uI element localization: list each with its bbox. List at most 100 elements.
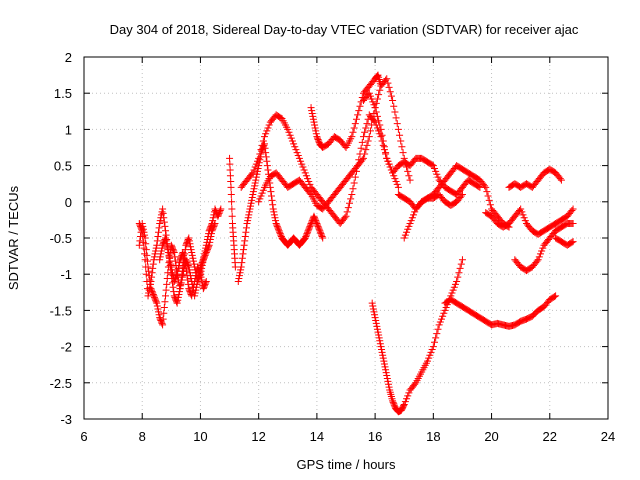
data-point [274, 225, 282, 233]
data-point [190, 280, 198, 288]
data-point [312, 217, 320, 225]
data-point [209, 214, 217, 222]
data-point [406, 220, 414, 228]
data-point [313, 133, 321, 141]
data-point [259, 186, 267, 194]
data-point [159, 209, 167, 217]
data-point [396, 131, 404, 139]
data-point [357, 144, 365, 152]
data-point [371, 314, 379, 322]
data-point [307, 104, 315, 112]
data-point [349, 185, 357, 193]
data-point [389, 397, 397, 405]
data-point [403, 395, 411, 403]
data-point [347, 195, 355, 203]
data-point [180, 251, 188, 259]
data-point [389, 96, 397, 104]
data-point [397, 137, 405, 145]
data-point [557, 176, 565, 184]
data-point [304, 228, 312, 236]
data-point [189, 283, 197, 291]
data-point [192, 272, 200, 280]
data-point [267, 192, 275, 200]
data-point [157, 318, 165, 326]
data-point [382, 149, 390, 157]
data-point [217, 205, 225, 213]
series-track-h [307, 71, 385, 151]
data-point [401, 231, 409, 239]
data-point [160, 309, 168, 317]
data-point [208, 221, 216, 229]
data-point [293, 149, 301, 157]
data-point [184, 235, 192, 243]
data-point [456, 264, 464, 272]
data-point [203, 235, 211, 243]
data-point [234, 277, 242, 285]
data-point [315, 137, 323, 145]
data-point [163, 240, 171, 248]
data-point [458, 191, 466, 199]
data-point [257, 192, 265, 200]
data-point [152, 296, 160, 304]
data-point [411, 380, 419, 388]
data-point [404, 225, 412, 233]
data-point [302, 172, 310, 180]
data-point [194, 263, 202, 271]
data-point [202, 244, 210, 252]
data-point [156, 256, 164, 264]
data-point [535, 253, 543, 261]
x-tick-label: 22 [543, 429, 557, 444]
data-point [309, 112, 317, 120]
data-point [517, 205, 525, 213]
data-point [237, 263, 245, 271]
data-point [178, 250, 186, 258]
data-point [306, 221, 314, 229]
data-point [251, 182, 259, 190]
data-point [257, 146, 265, 154]
data-point [228, 198, 236, 206]
data-point [521, 217, 529, 225]
data-point [207, 222, 215, 230]
data-point [152, 298, 160, 306]
data-point [251, 163, 259, 171]
data-point [405, 389, 413, 397]
data-point [236, 269, 244, 277]
data-point [196, 269, 204, 277]
data-point [404, 392, 412, 400]
data-point [175, 259, 183, 267]
data-point [370, 101, 378, 109]
data-point [315, 225, 323, 233]
data-point [306, 222, 314, 230]
data-point [356, 102, 364, 110]
data-point [312, 127, 320, 135]
data-point [167, 263, 175, 271]
data-point [265, 121, 273, 129]
data-point [155, 228, 163, 236]
data-point [137, 224, 145, 232]
data-point [361, 128, 369, 136]
data-point [276, 230, 284, 238]
data-point [249, 169, 257, 177]
data-point [314, 222, 322, 230]
y-tick-label: 0.5 [54, 159, 72, 174]
data-point [273, 222, 281, 230]
data-point [569, 220, 577, 228]
data-point [160, 218, 168, 226]
data-point [148, 269, 156, 277]
x-tick-label: 24 [601, 429, 615, 444]
data-point [382, 369, 390, 377]
data-point [457, 192, 465, 200]
data-point [304, 175, 312, 183]
data-point [159, 321, 167, 329]
data-point [208, 220, 216, 228]
data-point [199, 256, 207, 264]
data-point [351, 120, 359, 128]
data-point [284, 125, 292, 133]
data-point [174, 293, 182, 301]
data-point [362, 124, 370, 132]
y-tick-label: -0.5 [50, 231, 72, 246]
data-point [204, 233, 212, 241]
data-point [240, 246, 248, 254]
data-point [369, 115, 377, 123]
data-point [177, 276, 185, 284]
